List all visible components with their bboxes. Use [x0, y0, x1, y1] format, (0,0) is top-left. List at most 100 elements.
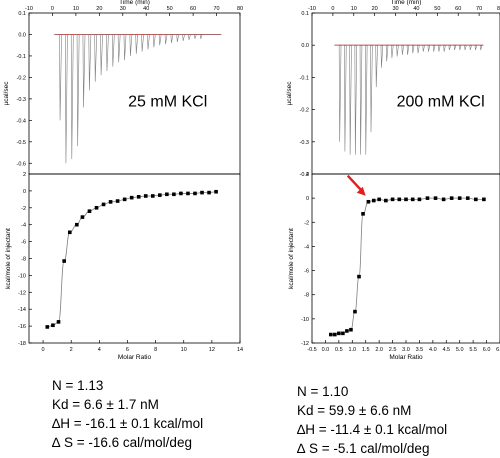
- x-tick-label: 80: [237, 6, 243, 12]
- x-tick-label: 60: [455, 6, 461, 12]
- data-point: [150, 194, 155, 198]
- x-tick-label: 0.5: [335, 347, 343, 353]
- x-tick-label: 0.0: [322, 347, 330, 353]
- y-tick-label: -8: [21, 257, 26, 263]
- x-tick-label: -0.5: [307, 347, 316, 353]
- data-point: [345, 329, 349, 333]
- data-point: [165, 192, 169, 197]
- y-tick-label: -0.2: [17, 75, 26, 81]
- x-tick-label: 3.0: [402, 347, 410, 353]
- y-tick-label: -8: [304, 293, 309, 299]
- data-point: [397, 197, 402, 202]
- y-tick-label: -12: [301, 341, 309, 347]
- data-point: [433, 196, 438, 200]
- x-tick-label: 5.5: [469, 347, 477, 353]
- data-point: [353, 309, 357, 314]
- x-axis-title: Molar Ratio: [118, 354, 152, 361]
- y-tick-label: -12: [18, 290, 26, 296]
- x-axis-title: Time (min): [119, 0, 150, 6]
- data-point: [136, 195, 141, 199]
- data-point: [349, 327, 353, 332]
- y-tick-label: -18: [18, 341, 26, 347]
- x-tick-label: 10: [73, 6, 79, 12]
- y-tick-label: 0.0: [18, 32, 26, 38]
- x-tick-label: 12: [209, 347, 215, 353]
- y-axis-title: µcal/sec: [3, 81, 10, 106]
- data-point: [341, 331, 345, 336]
- data-point: [51, 323, 55, 328]
- data-point: [333, 332, 337, 337]
- x-tick-label: 1.0: [348, 347, 356, 353]
- kd-right: Kd = 59.9 ± 6.6 nM: [297, 403, 412, 418]
- y-tick-label: -16: [18, 324, 26, 330]
- x-tick-label: 6: [126, 347, 129, 353]
- x-tick-label: 70: [213, 6, 219, 12]
- x-tick-label: 0: [331, 6, 334, 12]
- y-tick-label: -0.2: [300, 108, 309, 114]
- stoichiometry-left: N = 1.13: [52, 378, 104, 393]
- y-tick-label: -4: [304, 244, 309, 250]
- kd-left: Kd = 6.6 ± 1.7 nM: [52, 397, 159, 412]
- y-tick-label: -0.4: [300, 172, 309, 178]
- data-point: [425, 196, 430, 200]
- data-point: [410, 197, 415, 202]
- y-tick-label: -2: [304, 220, 309, 226]
- thermogram-trace: [333, 44, 484, 155]
- salt-condition-label: 25 mM KCl: [128, 93, 207, 110]
- x-tick-label: 20: [372, 6, 378, 12]
- data-point: [143, 194, 148, 198]
- x-tick-label: 30: [120, 6, 126, 12]
- x-tick-label: 4.0: [429, 347, 437, 353]
- enthalpy-right: ∆H = -11.4 ± 0.1 kcal/mol: [297, 422, 448, 437]
- data-point: [129, 195, 134, 200]
- y-tick-label: -0.1: [17, 54, 26, 60]
- data-point: [337, 331, 341, 336]
- data-point: [172, 192, 176, 197]
- x-tick-label: 40: [413, 6, 419, 12]
- x-tick-label: 14: [237, 347, 243, 353]
- data-point: [457, 196, 462, 200]
- data-point: [62, 259, 66, 263]
- data-point: [67, 230, 72, 235]
- data-point: [115, 199, 120, 203]
- red-arrow-shaft: [346, 174, 363, 192]
- x-tick-label: 80: [497, 6, 500, 12]
- x-tick-label: 30: [392, 6, 398, 12]
- y-tick-label: 0: [23, 189, 26, 195]
- data-point: [108, 200, 113, 204]
- x-tick-label: 2.5: [389, 347, 397, 353]
- data-point: [361, 212, 365, 216]
- x-tick-label: 0: [42, 347, 45, 353]
- x-tick-label: 6.5: [496, 347, 500, 353]
- x-tick-label: 8: [154, 347, 157, 353]
- y-tick-label: -10: [301, 317, 309, 323]
- y-tick-label: 0: [306, 196, 309, 202]
- data-point: [329, 332, 333, 337]
- x-tick-label: 20: [96, 6, 102, 12]
- data-point: [122, 197, 127, 202]
- x-tick-label: 10: [181, 347, 187, 353]
- y-tick-label: 2: [23, 172, 26, 178]
- stoichiometry-right: N = 1.10: [297, 384, 349, 399]
- y-tick-label: 2: [306, 172, 309, 178]
- panel2-frame: [28, 173, 241, 344]
- y-tick-label: -6: [21, 240, 26, 246]
- data-point: [158, 193, 162, 197]
- x-tick-label: 50: [434, 6, 440, 12]
- x-tick-label: 40: [143, 6, 149, 12]
- x-tick-label: 5.0: [456, 347, 464, 353]
- data-point: [179, 191, 183, 196]
- data-point: [94, 206, 99, 210]
- data-point: [186, 191, 190, 196]
- data-point: [441, 197, 446, 202]
- x-tick-label: 70: [476, 6, 482, 12]
- y-tick-label: -0.4: [17, 118, 26, 124]
- x-tick-label: 4: [98, 347, 101, 353]
- y-axis-title: µcal/sec: [286, 81, 293, 106]
- data-point: [357, 274, 361, 279]
- data-point: [449, 196, 454, 200]
- data-point: [56, 320, 61, 324]
- y-tick-label: -0.3: [300, 140, 309, 146]
- x-tick-label: 1.5: [362, 347, 370, 353]
